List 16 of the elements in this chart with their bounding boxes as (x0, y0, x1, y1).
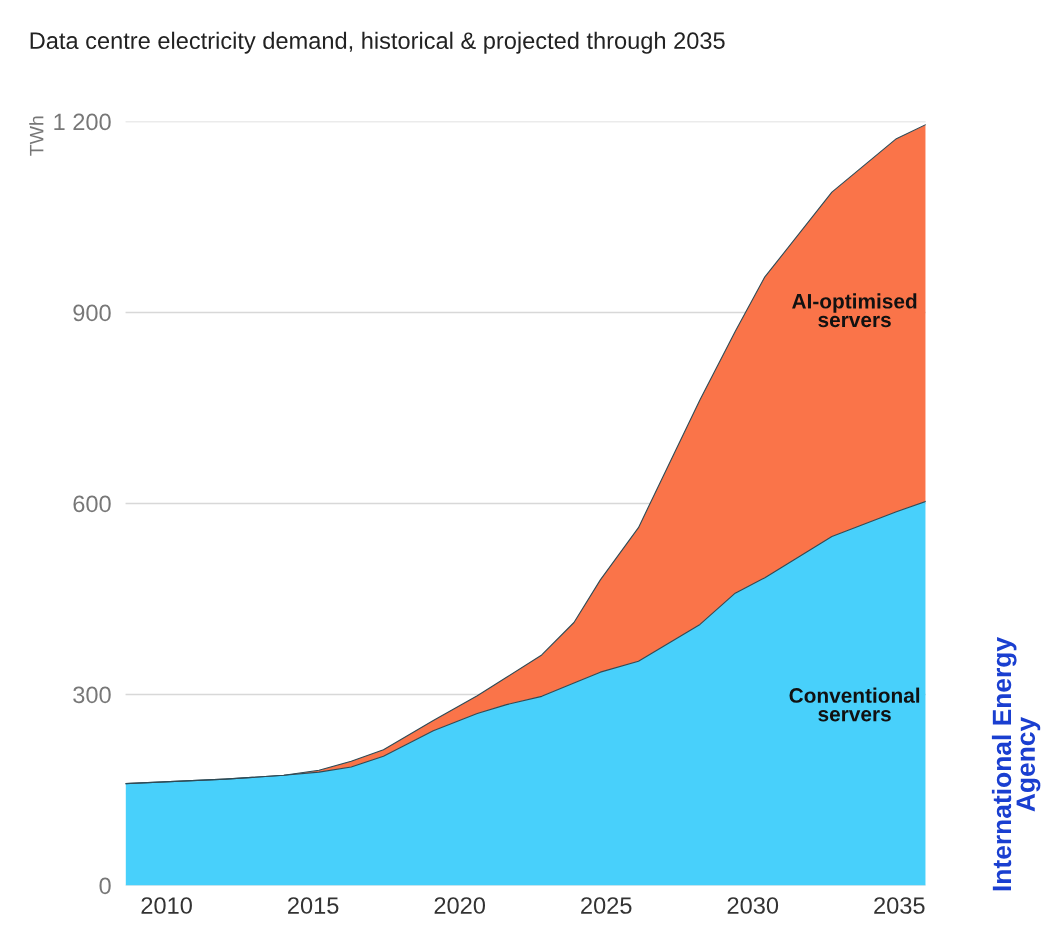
chart-title: Data centre electricity demand, historical & projected through 2035 (30, 31, 725, 54)
y-tick-label: 0 (99, 877, 111, 895)
series-label: AI-optimised servers (792, 293, 917, 328)
y-tick-label: 300 (73, 686, 111, 704)
y-tick-label: 900 (73, 304, 111, 322)
x-tick-label: 2010 (141, 897, 192, 914)
x-tick-label: 2035 (874, 897, 925, 914)
x-tick-label: 2030 (727, 897, 779, 914)
x-tick-label: 2020 (434, 897, 486, 914)
x-tick-label: 2025 (581, 897, 632, 914)
y-axis-title: TWh (29, 116, 44, 156)
y-tick-label: 1 200 (54, 113, 111, 131)
series-label: Conventional servers (789, 687, 920, 722)
y-tick-label: 600 (73, 495, 111, 513)
text: International Energy Agency (991, 637, 1041, 891)
x-tick-label: 2015 (288, 897, 339, 914)
